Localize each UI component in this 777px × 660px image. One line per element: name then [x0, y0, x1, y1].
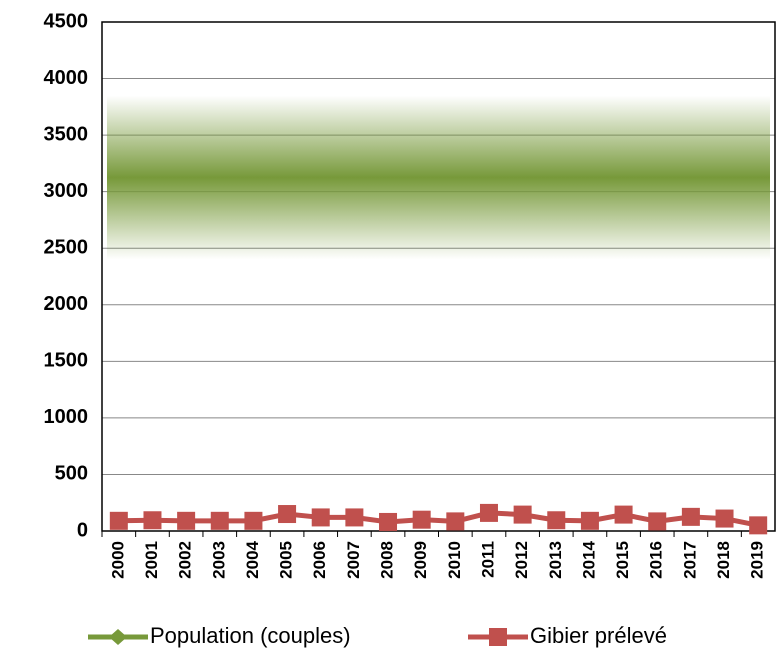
point	[547, 511, 566, 530]
x-tick-label: 2006	[310, 541, 329, 579]
point	[715, 509, 734, 528]
legend-marker	[489, 628, 507, 646]
x-tick-label: 2019	[748, 541, 767, 579]
point	[210, 511, 229, 530]
legend-label: Population (couples)	[150, 623, 351, 648]
x-tick-label: 2012	[512, 541, 531, 579]
y-tick-label: 1000	[44, 406, 89, 428]
point	[109, 511, 128, 530]
point	[143, 511, 162, 530]
x-tick-label: 2003	[209, 541, 228, 579]
point	[614, 505, 633, 524]
x-tick-label: 2013	[546, 541, 565, 579]
x-tick-label: 2014	[579, 540, 598, 578]
point	[580, 511, 599, 530]
legend-marker	[109, 629, 127, 645]
y-tick-label: 2000	[44, 293, 89, 315]
point	[681, 507, 700, 526]
point	[446, 512, 465, 531]
y-tick-label: 2500	[44, 237, 89, 259]
y-tick-label: 500	[55, 463, 88, 485]
y-tick-label: 4000	[44, 67, 89, 89]
x-tick-label: 2015	[613, 541, 632, 579]
point	[345, 508, 364, 527]
point	[379, 512, 398, 531]
point	[412, 510, 431, 529]
x-tick-label: 2005	[277, 541, 296, 579]
x-tick-label: 2002	[176, 541, 195, 579]
point	[278, 505, 297, 524]
point	[244, 511, 263, 530]
y-tick-label: 4500	[44, 10, 89, 32]
x-tick-label: 2000	[108, 541, 127, 579]
point	[749, 516, 768, 535]
y-tick-label: 0	[77, 519, 88, 541]
x-tick-label: 2007	[344, 541, 363, 579]
point	[648, 512, 667, 531]
point	[479, 503, 498, 522]
x-tick-label: 2018	[714, 541, 733, 579]
x-tick-label: 2016	[647, 541, 666, 579]
legend-label: Gibier prélevé	[530, 623, 667, 648]
point	[513, 505, 532, 524]
y-tick-label: 1500	[44, 350, 89, 372]
x-tick-label: 2004	[243, 540, 262, 578]
y-tick-label: 3000	[44, 180, 89, 202]
point	[177, 511, 196, 530]
x-tick-label: 2010	[445, 541, 464, 579]
x-tick-label: 2001	[142, 541, 161, 579]
x-tick-label: 2008	[378, 541, 397, 579]
point	[311, 508, 330, 527]
population-band	[107, 95, 770, 260]
x-tick-label: 2017	[680, 541, 699, 579]
x-tick-label: 2011	[478, 541, 497, 578]
y-tick-label: 3500	[44, 123, 89, 145]
x-tick-label: 2009	[411, 541, 430, 579]
